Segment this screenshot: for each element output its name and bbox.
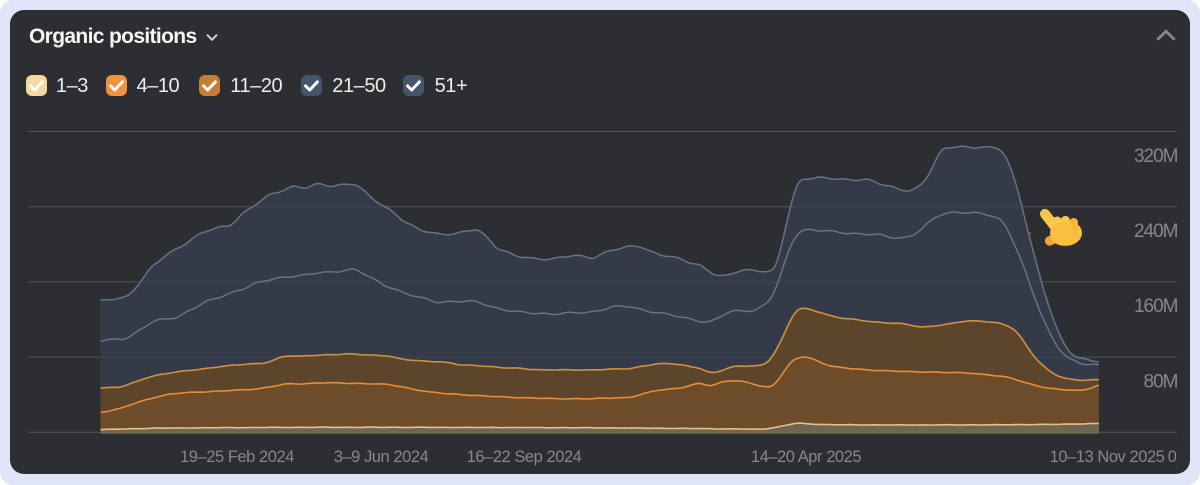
svg-text:80M: 80M (1144, 371, 1178, 392)
svg-text:0: 0 (1168, 448, 1177, 466)
svg-text:320M: 320M (1134, 146, 1178, 167)
svg-text:10–13 Nov 2025: 10–13 Nov 2025 (1050, 448, 1165, 466)
svg-text:16–22 Sep 2024: 16–22 Sep 2024 (467, 448, 582, 466)
svg-text:14–20 Apr 2025: 14–20 Apr 2025 (751, 448, 861, 466)
svg-text:19–25 Feb 2024: 19–25 Feb 2024 (180, 448, 294, 466)
svg-text:3–9 Jun 2024: 3–9 Jun 2024 (334, 448, 429, 466)
svg-text:160M: 160M (1134, 296, 1178, 317)
svg-text:240M: 240M (1134, 221, 1178, 242)
